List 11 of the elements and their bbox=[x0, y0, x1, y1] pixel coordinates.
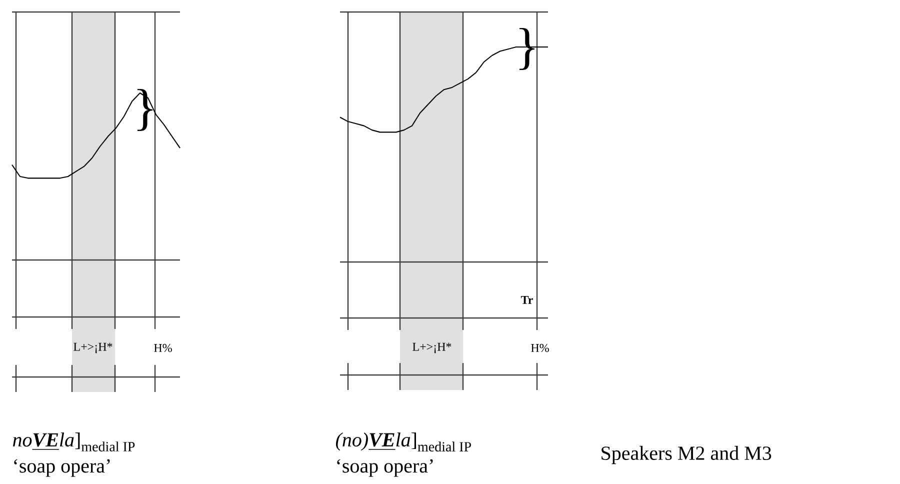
text: $\text{\textit{(no)}\underline{\textbf{\textit{VE}}}\textit{la}]}_{\text{medial IP}}$ bbox=[336, 432, 471, 452]
text: H% bbox=[154, 344, 172, 352]
text: L+>¡H* bbox=[74, 342, 112, 354]
text: ‘soap opera’ bbox=[14, 459, 110, 477]
text: Speakers M2 and M3 bbox=[602, 446, 772, 464]
text: L+>¡H* bbox=[412, 342, 452, 354]
text: H% bbox=[531, 344, 549, 352]
text: $\text{\textit{no}\underline{\textbf{\textit{VE}}}\textit{la}]}_{\text{medial IP}}$ bbox=[12, 432, 135, 452]
text: Tr bbox=[520, 296, 533, 304]
annotation: } bbox=[137, 89, 153, 131]
text: ‘soap opera’ bbox=[337, 459, 433, 477]
